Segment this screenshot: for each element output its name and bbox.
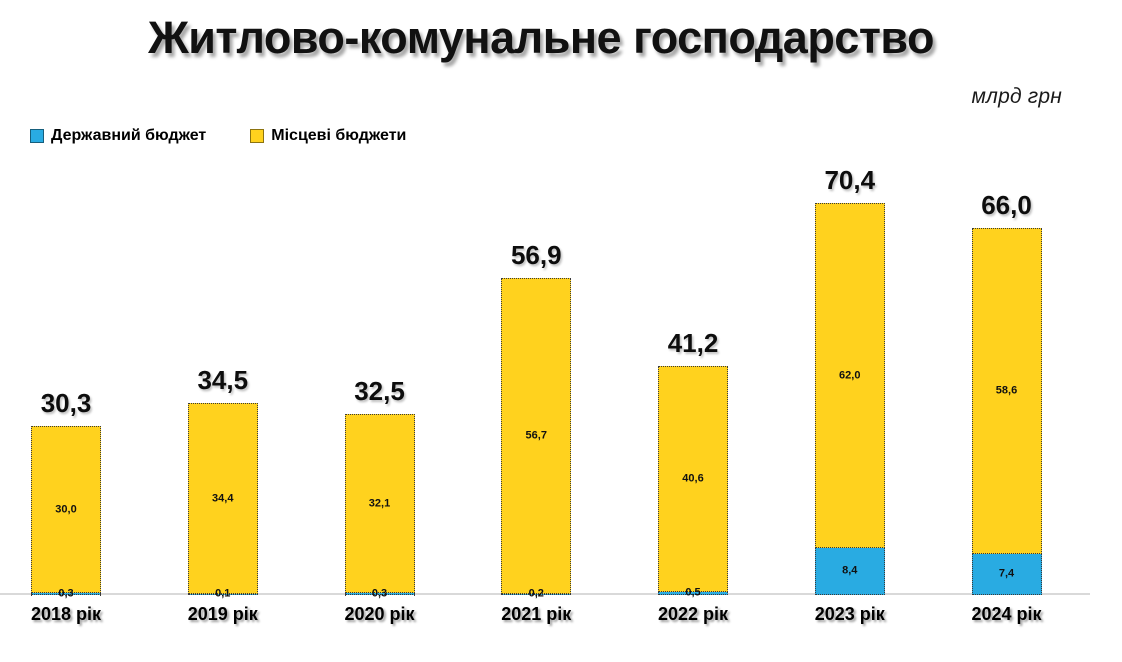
- bar-column-2022: 41,2 40,6 0,5: [658, 328, 728, 598]
- state-budget-value-label: 0,5: [685, 586, 701, 599]
- state-budget-value-label: 0,2: [528, 587, 544, 600]
- legend-label: Державний бюджет: [51, 127, 207, 144]
- bar-total-label: 30,3: [40, 388, 92, 418]
- state-budget-segment: 0,2: [501, 588, 572, 599]
- bar-total-label: 66,0: [981, 190, 1032, 220]
- state-budget-value-label: 7,4: [998, 567, 1015, 580]
- x-axis-label: 2019 рік: [187, 604, 258, 624]
- x-axis-label: 2020 рік: [344, 604, 415, 624]
- legend-item-local-budget: Місцеві бюджети: [250, 127, 406, 145]
- plot-area: 30,3 30,0 0,3 34,5 34,4 0,1 32,5 32,1 0,3 56,9 56,…: [0, 165, 1090, 599]
- state-budget-value-label: 0,3: [58, 587, 74, 599]
- local-budget-value-label: 30,0: [55, 503, 77, 515]
- bar-column-2018: 30,3 30,0 0,3: [31, 388, 101, 599]
- local-budget-value-label: 62,0: [839, 369, 861, 381]
- bar-column-2024: 66,0 58,6 7,4: [971, 190, 1042, 595]
- unit-label: млрд грн: [971, 85, 1062, 108]
- legend-label: Місцеві бюджети: [271, 127, 407, 144]
- local-budget-value-label: 40,6: [682, 472, 704, 485]
- bar-column-2021: 56,9 56,7 0,2: [501, 240, 572, 599]
- legend-swatch-icon: [250, 129, 265, 143]
- x-axis-label: 2023 рік: [814, 604, 885, 624]
- state-budget-segment: 0,1: [187, 588, 258, 599]
- bar-total-label: 32,5: [354, 376, 405, 406]
- x-axis-label: 2021 рік: [501, 604, 572, 624]
- local-budget-value-label: 56,7: [525, 429, 547, 442]
- local-budget-segment: 62,0: [814, 203, 885, 548]
- local-budget-segment: 32,1: [344, 414, 415, 593]
- state-budget-segment: 0,5: [658, 587, 728, 598]
- bar-column-2023: 70,4 62,0 8,4: [814, 165, 885, 595]
- x-axis-label: 2024 рік: [971, 604, 1042, 624]
- state-budget-segment: 0,3: [344, 588, 415, 599]
- local-budget-value-label: 58,6: [995, 384, 1018, 397]
- local-budget-value-label: 32,1: [368, 497, 391, 509]
- bar-total-label: 34,5: [197, 365, 249, 395]
- local-budget-segment: 40,6: [658, 366, 728, 592]
- bar-total-label: 70,4: [824, 165, 876, 195]
- bar-column-2020: 32,5 32,1 0,3: [344, 376, 415, 599]
- state-budget-segment: 7,4: [971, 554, 1042, 595]
- state-budget-segment: 8,4: [814, 548, 885, 595]
- bar-total-label: 56,9: [510, 240, 562, 270]
- bar-total-label: 41,2: [667, 328, 719, 358]
- local-budget-segment: 30,0: [31, 426, 101, 593]
- x-axis-label: 2018 рік: [30, 604, 102, 624]
- legend-item-state-budget: Державний бюджет: [30, 127, 206, 145]
- local-budget-segment: 58,6: [971, 228, 1042, 554]
- x-axis-label: 2022 рік: [657, 604, 729, 624]
- chart-title: Житлово-комунальне господарство: [148, 12, 934, 63]
- local-budget-segment: 34,4: [187, 403, 258, 594]
- local-budget-value-label: 34,4: [212, 492, 234, 504]
- legend-swatch-icon: [30, 129, 44, 143]
- local-budget-segment: 56,7: [501, 278, 572, 594]
- state-budget-value-label: 0,3: [371, 587, 388, 599]
- bar-column-2019: 34,5 34,4 0,1: [187, 365, 258, 599]
- chart-legend: Державний бюджет Місцеві бюджети: [30, 127, 406, 145]
- state-budget-segment: 0,3: [31, 588, 101, 599]
- state-budget-value-label: 8,4: [842, 564, 858, 577]
- state-budget-value-label: 0,1: [215, 587, 231, 600]
